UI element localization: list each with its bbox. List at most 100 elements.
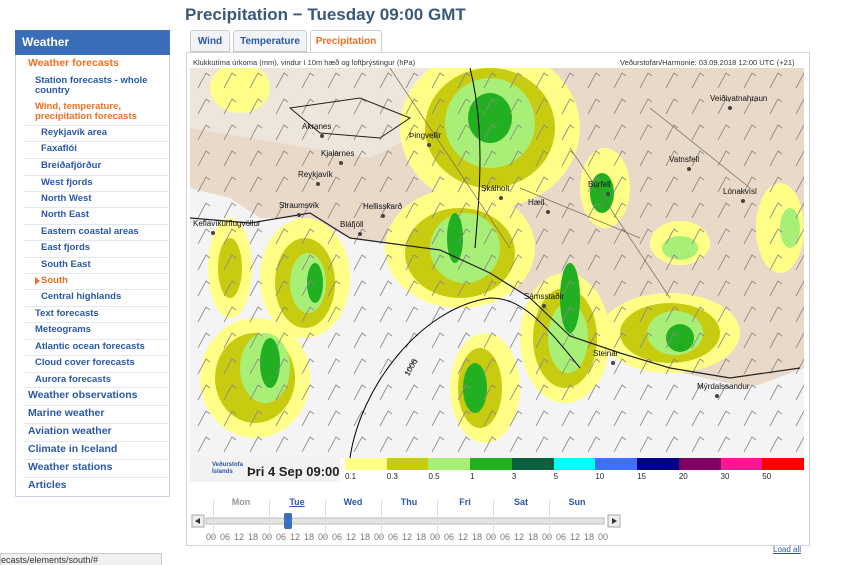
legend-swatch	[511, 458, 554, 470]
separator	[24, 273, 169, 274]
sidebar-link[interactable]: Atlantic ocean forecasts	[35, 341, 145, 352]
sidebar-link[interactable]: Aviation weather	[28, 425, 112, 437]
sidebar-link[interactable]: South	[41, 275, 68, 286]
hour-label[interactable]: 18	[415, 532, 427, 542]
hour-label[interactable]: 06	[387, 532, 399, 542]
day-divider	[213, 500, 214, 540]
day-label[interactable]: Thu	[400, 497, 418, 507]
hour-label[interactable]: 18	[471, 532, 483, 542]
separator	[24, 355, 169, 356]
place-label: Mýrdalssandur	[697, 382, 750, 391]
legend-swatch	[678, 458, 721, 470]
legend-label: 3	[511, 472, 517, 481]
sidebar-link[interactable]: Weather stations	[28, 461, 113, 473]
place-label: Vatnsfell	[669, 155, 700, 164]
load-all-link[interactable]: Load all	[773, 545, 802, 554]
hour-label[interactable]: 12	[569, 532, 581, 542]
time-slider[interactable]	[190, 510, 630, 532]
place-dot	[546, 210, 550, 214]
separator	[24, 207, 169, 208]
place-dot	[358, 232, 362, 236]
place-label: Veiðivatnahraun	[710, 94, 768, 103]
sidebar-link[interactable]: Reykjavík area	[41, 127, 108, 138]
page-title: Precipitation − Tuesday 09:00 GMT	[185, 5, 466, 24]
sidebar-header[interactable]: Weather	[15, 30, 170, 55]
hour-label[interactable]: 00	[485, 532, 497, 542]
hour-label[interactable]: 06	[331, 532, 343, 542]
hour-label[interactable]: 00	[541, 532, 553, 542]
place-dot	[316, 182, 320, 186]
legend-label: 0.5	[428, 472, 440, 481]
place-dot	[339, 161, 343, 165]
sidebar-link[interactable]: Weather forecasts	[28, 57, 119, 69]
map-panel	[186, 52, 810, 546]
separator	[24, 224, 169, 225]
place-dot	[211, 231, 215, 235]
logo: Veðurstofa Íslands	[212, 462, 243, 476]
sidebar-link[interactable]: Text forecasts	[35, 308, 99, 319]
hour-label[interactable]: 12	[345, 532, 357, 542]
hour-label[interactable]: 00	[373, 532, 385, 542]
sidebar-link[interactable]: East fjords	[41, 242, 91, 253]
hour-label[interactable]: 12	[401, 532, 413, 542]
sidebar-link[interactable]: Faxaflói	[41, 143, 77, 154]
hour-label[interactable]: 12	[233, 532, 245, 542]
sidebar-link[interactable]: Station forecasts - whole country	[35, 75, 148, 96]
logo-text: Íslands	[212, 469, 233, 475]
day-label[interactable]: Tue	[289, 497, 305, 507]
hour-label[interactable]: 00	[261, 532, 273, 542]
day-label[interactable]: Fri	[459, 497, 471, 507]
hour-label[interactable]: 18	[527, 532, 539, 542]
hour-label[interactable]: 12	[513, 532, 525, 542]
hour-label[interactable]: 18	[247, 532, 259, 542]
sidebar-link[interactable]: Wind, temperature, precipitation forecas…	[35, 101, 137, 122]
day-label[interactable]: Wed	[343, 497, 363, 507]
place-dot	[611, 361, 615, 365]
sidebar-link[interactable]: West fjords	[41, 177, 93, 188]
hour-label[interactable]: 00	[317, 532, 329, 542]
hour-label[interactable]: 06	[443, 532, 455, 542]
sidebar-link[interactable]: Cloud cover forecasts	[35, 357, 135, 368]
map-time: Þri 4 Sep 09:00	[247, 464, 340, 479]
hour-label[interactable]: 06	[275, 532, 287, 542]
sidebar-link[interactable]: North East	[41, 209, 90, 220]
hour-label[interactable]: 06	[499, 532, 511, 542]
place-dot	[715, 394, 719, 398]
sidebar-link[interactable]: South East	[41, 259, 91, 270]
separator	[24, 405, 169, 406]
hour-label[interactable]: 12	[457, 532, 469, 542]
hour-label[interactable]: 12	[289, 532, 301, 542]
legend-label: 1	[470, 472, 475, 481]
sidebar-link[interactable]: Central highlands	[41, 291, 122, 302]
hour-label[interactable]: 18	[583, 532, 595, 542]
hour-label[interactable]: 00	[205, 532, 217, 542]
hour-label[interactable]: 18	[303, 532, 315, 542]
sidebar-link[interactable]: Meteograms	[35, 324, 91, 335]
day-label[interactable]: Sun	[568, 497, 586, 507]
sidebar-link[interactable]: Breiðafjörður	[41, 160, 102, 171]
sidebar-link[interactable]: Climate in Iceland	[28, 443, 118, 455]
place-label: Reykjavík	[298, 170, 333, 179]
hour-label[interactable]: 06	[219, 532, 231, 542]
sidebar-link[interactable]: Weather observations	[28, 389, 138, 401]
place-label: Kjalarnes	[321, 149, 355, 158]
sidebar-link[interactable]: North West	[41, 193, 92, 204]
place-dot	[741, 199, 745, 203]
sidebar-link[interactable]: Articles	[28, 479, 67, 491]
legend-label: 30	[720, 472, 730, 481]
tab[interactable]: Precipitation	[310, 30, 382, 52]
hour-label[interactable]: 00	[597, 532, 609, 542]
day-label[interactable]: Sat	[513, 497, 529, 507]
sidebar-link[interactable]: Marine weather	[28, 407, 105, 419]
separator	[24, 322, 169, 323]
hour-label[interactable]: 06	[555, 532, 567, 542]
place-label: Steinar	[593, 349, 619, 358]
legend-label: 20	[678, 472, 688, 481]
tab[interactable]: Temperature	[233, 30, 307, 52]
tab[interactable]: Wind	[190, 30, 230, 52]
map	[190, 68, 804, 458]
sidebar-link[interactable]: Aurora forecasts	[35, 374, 112, 385]
hour-label[interactable]: 18	[359, 532, 371, 542]
hour-label[interactable]: 00	[429, 532, 441, 542]
sidebar-link[interactable]: Eastern coastal areas	[41, 226, 139, 237]
